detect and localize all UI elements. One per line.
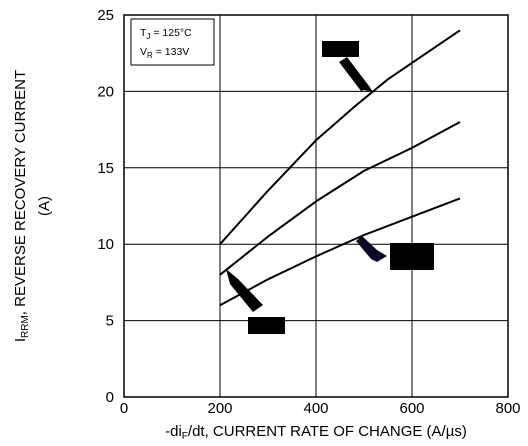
legend-vr: VR = 133V: [140, 46, 189, 60]
redaction-box-right: [390, 243, 434, 270]
y-tick-label: 5: [106, 313, 114, 330]
y-tick-labels: 0 5 10 15 20 25: [97, 7, 114, 406]
annotation-redactions: [226, 41, 434, 334]
y-tick-label: 20: [97, 83, 114, 100]
series-line-3: [219, 197, 461, 307]
legend-tj: TJ = 125°C: [140, 27, 192, 41]
redaction-box-bottom: [248, 317, 285, 334]
x-tick-labels: 0 200 400 600 800: [120, 400, 521, 417]
grid: [124, 15, 508, 397]
series-group: [219, 29, 461, 307]
y-tick-label: 15: [97, 160, 114, 177]
y-tick-label: 0: [106, 389, 114, 406]
redaction-box-top: [322, 41, 359, 57]
pointer-arrow-top: [339, 57, 373, 92]
pointer-arrow-left: [226, 269, 263, 312]
y-tick-label: 10: [97, 236, 114, 253]
y-axis-title: IRRM, REVERSE RECOVERY CURRENT (A): [12, 70, 53, 342]
series-line-2: [219, 121, 461, 276]
x-tick-label: 600: [399, 400, 424, 417]
pointer-arrow-right: [356, 236, 387, 262]
series-line-1: [219, 29, 461, 245]
x-tick-label: 200: [207, 400, 232, 417]
y-axis-title-line1: IRRM, REVERSE RECOVERY CURRENT: [12, 70, 31, 342]
x-tick-label: 0: [120, 400, 128, 417]
conditions-legend: TJ = 125°C VR = 133V: [130, 18, 215, 66]
y-tick-label: 25: [97, 7, 114, 24]
y-axis-title-line2: (A): [36, 196, 53, 216]
x-tick-label: 400: [303, 400, 328, 417]
legend-box: [130, 18, 215, 66]
x-axis-title: -diF/dt, CURRENT RATE OF CHANGE (A/µs): [165, 423, 467, 442]
x-tick-label: 800: [495, 400, 520, 417]
